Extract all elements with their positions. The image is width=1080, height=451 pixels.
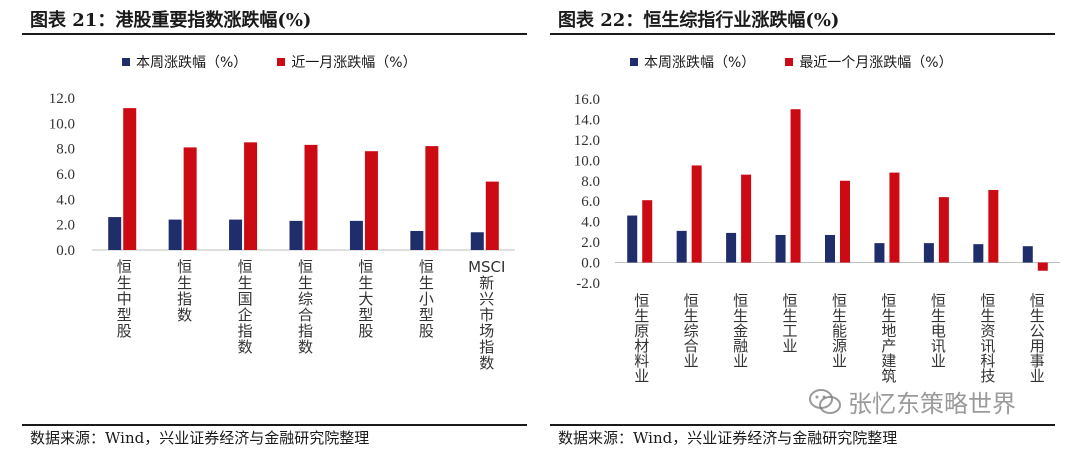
- right-source-rule: [550, 424, 1055, 426]
- left-ytick-label: 6.0: [56, 167, 75, 183]
- right-ytick-label: 4.0: [581, 215, 600, 231]
- right-legend-label-1: 本周涨跌幅（%）: [644, 55, 756, 71]
- right-ytick-label: 16.0: [574, 92, 600, 108]
- left-ytick-label: 4.0: [56, 192, 75, 208]
- right-bar-chart: -2.0 0.0 2.0 4.0 6.0 8.0 10.0 12.0 14.0 16.0 恒生原材料…: [574, 92, 1060, 385]
- right-category-label: 恒生地产建筑: [881, 292, 896, 385]
- left-category-label: 恒生指数: [177, 258, 192, 324]
- right-ytick-label: 0.0: [581, 256, 600, 272]
- left-bar-s1-3: [229, 219, 243, 250]
- left-bar-s1-2: [168, 219, 182, 250]
- left-legend-item-2: 近一月涨跌幅（%）: [277, 52, 417, 72]
- left-bar-s1-1: [108, 217, 122, 250]
- right-chart-panel: 图表 22：恒生综指行业涨跌幅(%) 本周涨跌幅（%） 最近一个月涨跌幅（%） …: [540, 0, 1080, 451]
- left-source-note: 数据来源：Wind，兴业证券经济与金融研究院整理: [30, 429, 370, 447]
- right-bar-s2-1: [642, 200, 653, 263]
- wechat-icon: [808, 388, 842, 416]
- right-ytick-label: -2.0: [576, 276, 600, 292]
- right-bar-s2-8: [988, 189, 999, 263]
- left-bar-s1-6: [410, 231, 424, 250]
- left-chart-panel: 图表 21：港股重要指数涨跌幅(%) 本周涨跌幅（%） 近一月涨跌幅（%） 0.…: [22, 10, 527, 447]
- left-category-label: MSCI 新兴市场指数: [468, 258, 505, 372]
- right-bar-s2-9: [1037, 262, 1048, 271]
- left-bar-s2-1: [123, 108, 137, 250]
- left-bar-s2-3: [244, 142, 258, 250]
- right-bar-s2-4: [790, 109, 801, 263]
- right-bar-s2-5: [840, 180, 850, 263]
- right-source-note: 数据来源：Wind，兴业证券经济与金融研究院整理: [558, 429, 898, 447]
- left-bar-s2-4: [304, 144, 318, 250]
- left-bar-s2-5: [364, 151, 378, 250]
- watermark-text: 张忆东策略世界: [848, 390, 1016, 418]
- right-legend: 本周涨跌幅（%） 最近一个月涨跌幅（%）: [630, 52, 953, 72]
- left-bar-s2-7: [485, 181, 499, 250]
- right-category-label: 恒生能源业: [832, 292, 847, 370]
- right-category-label: 恒生公用事业: [1030, 292, 1045, 385]
- right-category-label: 恒生工业: [783, 292, 798, 355]
- right-bar-s2-7: [938, 197, 949, 263]
- left-category-label: 恒生小型股: [419, 258, 434, 340]
- left-bar-s2-6: [425, 146, 439, 250]
- right-bar-s1-8: [973, 244, 984, 263]
- left-title-rule: [22, 33, 527, 35]
- right-bar-s1-7: [923, 243, 934, 263]
- right-bar-s1-6: [874, 243, 885, 263]
- right-bar-s2-6: [889, 172, 900, 263]
- right-category-label: 恒生资讯科技: [980, 292, 995, 385]
- right-bar-s1-1: [627, 215, 638, 263]
- left-ytick-label: 0.0: [56, 243, 75, 259]
- left-bar-s1-7: [470, 232, 484, 250]
- right-legend-swatch-1: [630, 58, 638, 66]
- left-category-label: 恒生国企指数: [238, 258, 253, 356]
- left-legend-item-1: 本周涨跌幅（%）: [122, 52, 247, 72]
- left-source-rule: [22, 424, 527, 426]
- right-ytick-label: 6.0: [581, 194, 600, 210]
- left-bar-s1-5: [349, 220, 363, 250]
- right-category-label: 恒生电讯业: [931, 292, 946, 370]
- right-chart-title: 图表 22：恒生综指行业涨跌幅(%): [558, 10, 840, 31]
- left-legend: 本周涨跌幅（%） 近一月涨跌幅（%）: [122, 52, 417, 72]
- left-legend-swatch-1: [122, 58, 130, 66]
- watermark: 张忆东策略世界: [808, 384, 1016, 419]
- left-ytick-label: 8.0: [56, 142, 75, 158]
- right-ytick-label: 14.0: [574, 112, 600, 128]
- left-bar-s1-4: [289, 220, 303, 250]
- left-legend-label-1: 本周涨跌幅（%）: [136, 55, 248, 71]
- left-chart-title: 图表 21：港股重要指数涨跌幅(%): [30, 10, 312, 31]
- left-legend-label-2: 近一月涨跌幅（%）: [291, 55, 417, 71]
- right-title-rule: [550, 33, 1055, 35]
- left-bar-chart: 0.0 2.0 4.0 6.0 8.0 10.0 12.0 恒生中型股 恒生指数 恒生国企指数 恒生…: [49, 91, 515, 372]
- right-legend-label-2: 最近一个月涨跌幅（%）: [799, 55, 953, 71]
- right-ytick-label: 2.0: [581, 235, 600, 251]
- right-category-label: 恒生原材料业: [634, 292, 649, 385]
- right-bar-s2-3: [741, 174, 752, 263]
- left-ytick-label: 2.0: [56, 218, 75, 234]
- left-ytick-label: 10.0: [49, 116, 75, 132]
- right-bar-s1-2: [676, 230, 687, 263]
- right-legend-item-1: 本周涨跌幅（%）: [630, 52, 755, 72]
- right-bar-s1-4: [775, 234, 786, 263]
- right-bar-s1-9: [1022, 246, 1033, 263]
- left-bar-s2-2: [183, 147, 197, 250]
- left-legend-swatch-2: [277, 58, 286, 66]
- right-category-label: 恒生金融业: [733, 292, 748, 370]
- left-category-label: 恒生大型股: [358, 258, 373, 340]
- right-ytick-label: 12.0: [574, 133, 600, 149]
- right-legend-swatch-2: [785, 58, 794, 66]
- right-legend-item-2: 最近一个月涨跌幅（%）: [785, 52, 953, 72]
- left-category-label: 恒生综合指数: [298, 258, 313, 356]
- right-ytick-label: 10.0: [574, 153, 600, 169]
- right-category-label: 恒生综合业: [684, 292, 699, 370]
- right-ytick-label: 8.0: [581, 174, 600, 190]
- right-bar-s1-5: [825, 234, 835, 263]
- left-ytick-label: 12.0: [49, 91, 75, 107]
- right-bar-s2-2: [691, 165, 702, 263]
- right-bar-s1-3: [726, 232, 737, 263]
- left-category-label: 恒生中型股: [117, 258, 132, 340]
